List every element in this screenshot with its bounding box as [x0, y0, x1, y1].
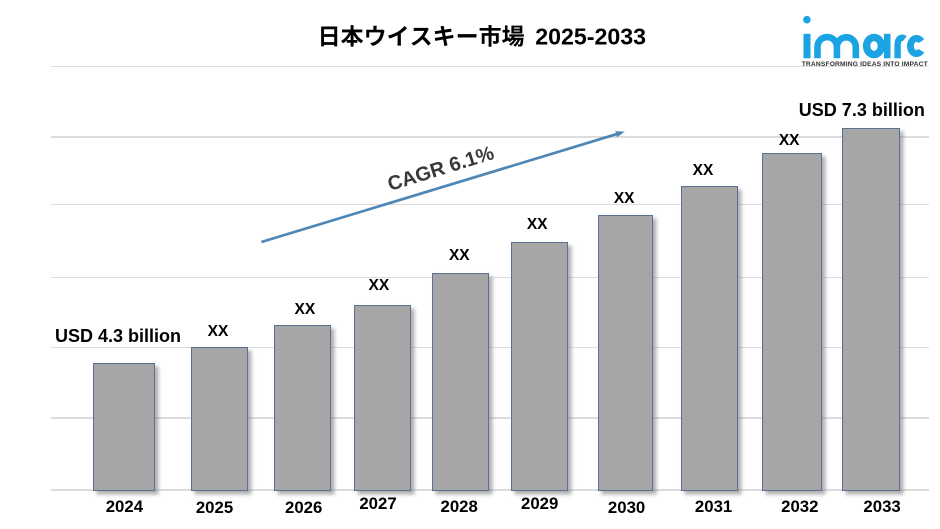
svg-text:2025-2033: 2025-2033: [535, 24, 646, 50]
